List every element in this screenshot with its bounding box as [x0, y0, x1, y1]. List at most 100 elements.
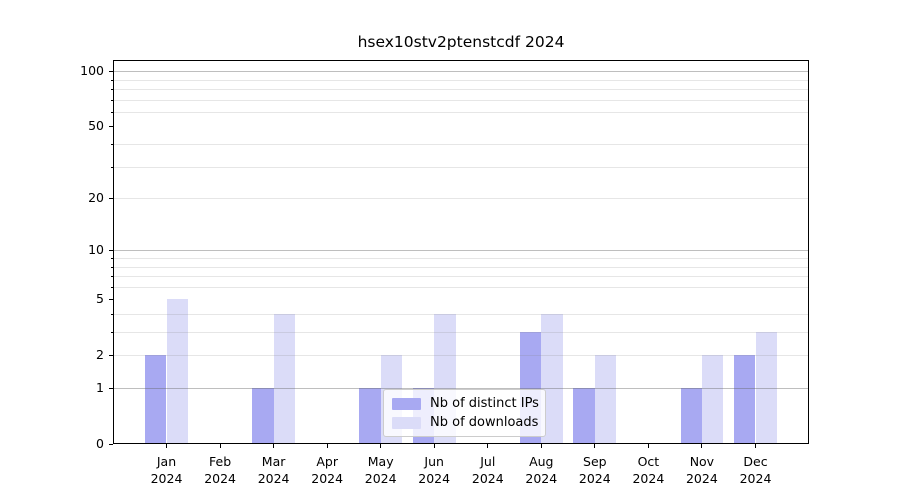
x-tick-month: Aug — [529, 454, 554, 469]
x-tick — [380, 444, 382, 448]
x-tick-label: Jan 2024 — [135, 453, 199, 487]
x-tick — [594, 444, 596, 448]
x-tick-month: Apr — [316, 454, 338, 469]
x-tick — [166, 444, 167, 448]
x-tick-month: Feb — [209, 454, 232, 469]
x-tick — [540, 444, 542, 448]
x-tick-label: Nov 2024 — [670, 453, 734, 487]
y-minor-tick — [110, 258, 113, 259]
minor-gridline — [114, 144, 808, 145]
y-tick — [109, 355, 113, 356]
x-tick-label: Jul 2024 — [456, 453, 520, 487]
x-tick-month: Mar — [261, 454, 286, 469]
x-tick-label: Oct 2024 — [616, 453, 680, 487]
x-tick-month: Sep — [583, 454, 607, 469]
x-tick — [701, 444, 703, 448]
right-spine — [808, 60, 809, 444]
y-tick-label: 20 — [88, 190, 104, 206]
x-tick-label: Dec 2024 — [724, 453, 788, 487]
minor-gridline — [114, 258, 808, 259]
minor-gridline — [114, 332, 808, 333]
minor-gridline — [114, 287, 808, 288]
x-tick-month: Jul — [480, 454, 496, 469]
y-tick-label: 5 — [96, 291, 104, 307]
y-minor-tick — [110, 167, 113, 168]
x-tick-month: Jan — [156, 454, 177, 469]
bar-distinct-ips — [145, 355, 167, 444]
bar-distinct-ips — [680, 388, 702, 444]
y-tick — [109, 444, 113, 445]
y-minor-tick — [110, 144, 113, 145]
minor-gridline — [114, 112, 808, 113]
y-tick-label: 10 — [88, 242, 104, 258]
x-axis-line — [113, 443, 809, 444]
major-gridline — [114, 71, 808, 72]
legend-item-distinct-ips: Nb of distinct IPs — [392, 396, 539, 412]
top-spine — [113, 60, 809, 61]
bar-downloads — [755, 332, 777, 444]
bar-downloads — [594, 355, 617, 444]
y-minor-tick — [110, 89, 113, 90]
minor-gridline — [114, 89, 808, 90]
x-tick-label: Apr 2024 — [295, 453, 359, 487]
x-tick-year: 2024 — [418, 471, 451, 486]
y-minor-tick — [110, 287, 113, 288]
minor-gridline — [114, 314, 808, 315]
bar-distinct-ips — [252, 388, 274, 444]
y-tick — [109, 198, 113, 199]
x-tick — [326, 444, 328, 448]
x-tick-year: 2024 — [311, 471, 344, 486]
y-tick — [109, 250, 113, 251]
x-tick — [647, 444, 649, 448]
legend-item-downloads: Nb of downloads — [392, 414, 539, 431]
plot-area: 0 1 2 5 10 20 50 100 Jan 2024 Feb 2024 Mar 2024 Apr 202… — [80, 60, 809, 486]
x-tick-month: May — [367, 454, 394, 469]
x-tick-year: 2024 — [150, 471, 183, 486]
y-minor-tick — [110, 112, 113, 113]
x-tick-year: 2024 — [471, 471, 504, 486]
bar-downloads — [166, 299, 188, 444]
legend-swatch-distinct-ips — [392, 397, 421, 410]
x-tick-label: Aug 2024 — [509, 453, 573, 487]
minor-gridline — [114, 276, 808, 277]
y-minor-tick — [110, 314, 113, 315]
x-tick-label: Sep 2024 — [563, 453, 627, 487]
x-tick-year: 2024 — [204, 471, 236, 486]
x-tick-year: 2024 — [632, 471, 665, 486]
x-tick — [755, 444, 756, 448]
y-tick — [109, 299, 113, 300]
minor-gridline — [114, 198, 808, 199]
legend: Nb of distinct IPs Nb of downloads — [383, 389, 546, 437]
bar-distinct-ips — [734, 355, 756, 444]
x-tick-month: Nov — [689, 454, 715, 469]
bar-distinct-ips — [573, 388, 595, 444]
y-tick — [109, 126, 113, 127]
minor-gridline — [114, 100, 808, 101]
y-tick — [109, 388, 113, 389]
legend-swatch-downloads — [392, 416, 421, 429]
minor-gridline — [114, 355, 808, 356]
chart-title: hsex10stv2ptenstcdf 2024 — [357, 33, 565, 51]
x-tick-month: Jun — [424, 454, 444, 469]
major-gridline — [114, 250, 808, 251]
legend-label-downloads: Nb of downloads — [430, 414, 539, 430]
major-gridline — [114, 388, 808, 389]
x-tick-year: 2024 — [578, 471, 611, 486]
bar-downloads — [701, 355, 724, 444]
x-tick-label: Jun 2024 — [402, 453, 466, 487]
minor-gridline — [114, 80, 808, 81]
x-tick — [219, 444, 221, 448]
minor-gridline — [114, 267, 808, 268]
y-axis-line — [113, 60, 114, 444]
y-minor-tick — [110, 332, 113, 333]
x-tick-year: 2024 — [525, 471, 558, 486]
x-tick-year: 2024 — [739, 471, 772, 486]
bar-distinct-ips — [359, 388, 381, 444]
y-tick-label: 0 — [96, 436, 104, 451]
x-tick-label: Mar 2024 — [242, 453, 306, 487]
x-tick-year: 2024 — [257, 471, 290, 486]
y-minor-tick — [110, 276, 113, 277]
bar-downloads — [541, 314, 563, 444]
x-tick-label: Feb 2024 — [188, 453, 252, 487]
